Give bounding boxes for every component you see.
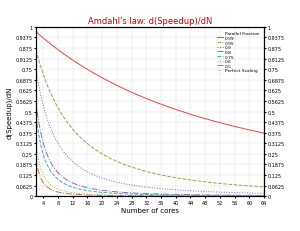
Legend: Parallel Fraction, 0.99, 0.95, 0.9, 0.8, 0.75, 0.6, 0.5, Perfect Scaling: Parallel Fraction, 0.99, 0.95, 0.9, 0.8,…	[216, 32, 260, 74]
Title: Amdahl's law: d(Speedup)/dN: Amdahl's law: d(Speedup)/dN	[88, 17, 212, 26]
Y-axis label: d(Speedup)/dN: d(Speedup)/dN	[6, 86, 13, 138]
X-axis label: Number of cores: Number of cores	[121, 207, 179, 213]
